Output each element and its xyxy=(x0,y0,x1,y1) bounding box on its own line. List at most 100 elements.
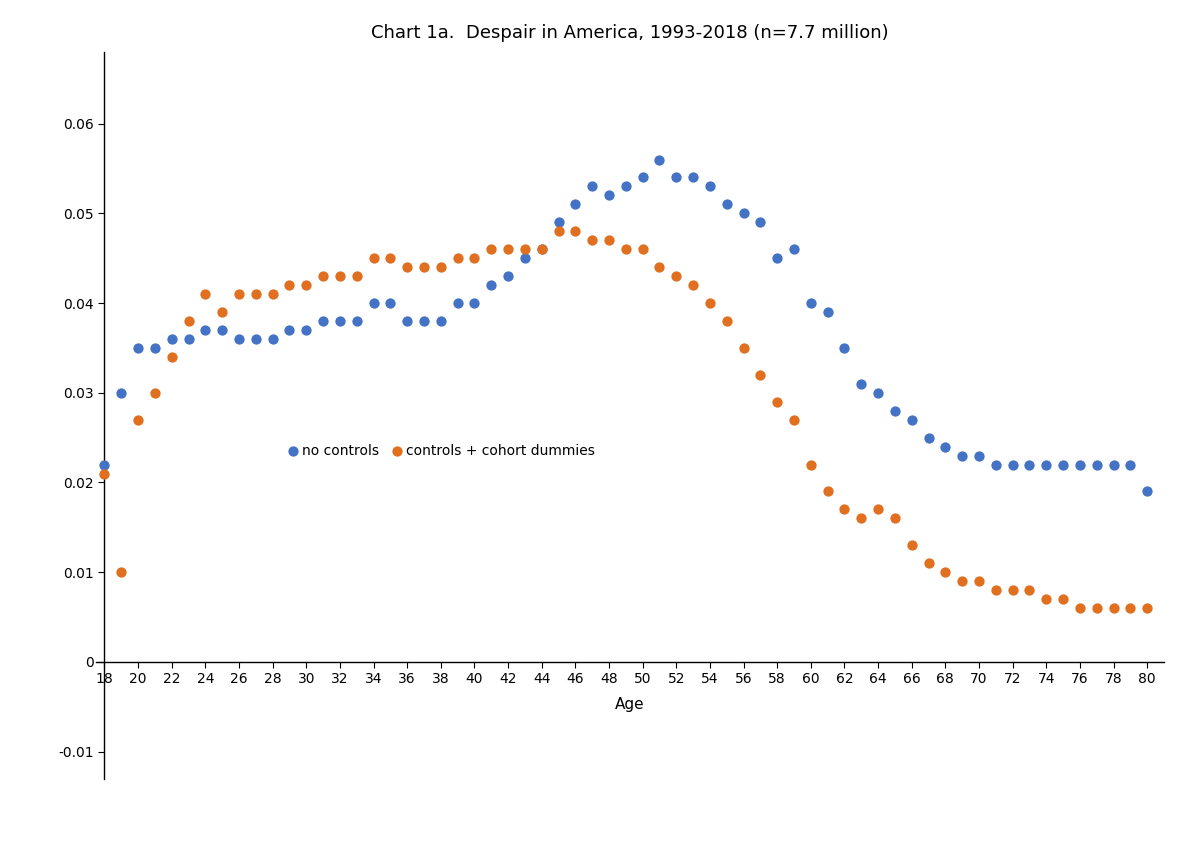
no controls xyxy=(347,314,366,328)
controls + cohort dummies xyxy=(667,269,686,283)
no controls xyxy=(616,180,635,194)
no controls xyxy=(179,332,198,346)
controls + cohort dummies xyxy=(347,269,366,283)
no controls xyxy=(1020,458,1039,471)
no controls xyxy=(1003,458,1022,471)
controls + cohort dummies xyxy=(902,538,922,552)
no controls xyxy=(565,197,584,211)
no controls xyxy=(970,449,989,463)
controls + cohort dummies xyxy=(128,413,148,426)
no controls xyxy=(313,314,332,328)
controls + cohort dummies xyxy=(196,287,215,301)
no controls xyxy=(498,269,517,283)
controls + cohort dummies xyxy=(835,503,854,516)
controls + cohort dummies xyxy=(684,279,703,292)
no controls xyxy=(768,252,787,266)
controls + cohort dummies xyxy=(448,252,467,266)
no controls xyxy=(112,386,131,400)
no controls xyxy=(650,152,670,166)
controls + cohort dummies xyxy=(953,574,972,588)
controls + cohort dummies xyxy=(818,484,838,498)
no controls xyxy=(599,189,618,202)
no controls xyxy=(835,341,854,355)
controls + cohort dummies xyxy=(95,466,114,480)
controls + cohort dummies xyxy=(1020,583,1039,597)
controls + cohort dummies xyxy=(1054,593,1073,606)
controls + cohort dummies xyxy=(364,252,383,266)
controls + cohort dummies xyxy=(599,234,618,247)
controls + cohort dummies xyxy=(263,287,282,301)
no controls xyxy=(582,180,601,194)
controls + cohort dummies xyxy=(498,242,517,256)
controls + cohort dummies xyxy=(380,252,400,266)
no controls xyxy=(802,296,821,310)
no controls xyxy=(397,314,416,328)
controls + cohort dummies xyxy=(212,305,232,319)
no controls xyxy=(751,215,770,229)
no controls xyxy=(330,314,349,328)
controls + cohort dummies xyxy=(936,565,955,579)
controls + cohort dummies xyxy=(229,287,248,301)
controls + cohort dummies xyxy=(296,279,316,292)
no controls xyxy=(128,341,148,355)
no controls xyxy=(162,332,181,346)
no controls xyxy=(1087,458,1106,471)
no controls xyxy=(1138,484,1157,498)
Legend: no controls, controls + cohort dummies: no controls, controls + cohort dummies xyxy=(290,444,595,458)
controls + cohort dummies xyxy=(330,269,349,283)
no controls xyxy=(364,296,383,310)
controls + cohort dummies xyxy=(112,565,131,579)
no controls xyxy=(734,207,754,221)
no controls xyxy=(953,449,972,463)
no controls xyxy=(414,314,433,328)
no controls xyxy=(95,458,114,471)
controls + cohort dummies xyxy=(751,368,770,381)
no controls xyxy=(263,332,282,346)
Title: Chart 1a.  Despair in America, 1993-2018 (n=7.7 million): Chart 1a. Despair in America, 1993-2018 … xyxy=(371,24,889,42)
no controls xyxy=(936,439,955,453)
controls + cohort dummies xyxy=(634,242,653,256)
no controls xyxy=(196,323,215,336)
no controls xyxy=(431,314,450,328)
no controls xyxy=(229,332,248,346)
controls + cohort dummies xyxy=(718,314,737,328)
no controls xyxy=(246,332,265,346)
no controls xyxy=(852,377,871,391)
controls + cohort dummies xyxy=(464,252,484,266)
controls + cohort dummies xyxy=(565,224,584,238)
controls + cohort dummies xyxy=(162,350,181,364)
controls + cohort dummies xyxy=(582,234,601,247)
no controls xyxy=(818,305,838,319)
no controls xyxy=(718,197,737,211)
controls + cohort dummies xyxy=(869,503,888,516)
no controls xyxy=(548,215,568,229)
no controls xyxy=(886,404,905,418)
no controls xyxy=(684,170,703,184)
no controls xyxy=(986,458,1006,471)
controls + cohort dummies xyxy=(481,242,500,256)
controls + cohort dummies xyxy=(1003,583,1022,597)
no controls xyxy=(464,296,484,310)
controls + cohort dummies xyxy=(768,394,787,408)
controls + cohort dummies xyxy=(1087,601,1106,615)
no controls xyxy=(296,323,316,336)
no controls xyxy=(902,413,922,426)
controls + cohort dummies xyxy=(397,260,416,274)
no controls xyxy=(481,279,500,292)
controls + cohort dummies xyxy=(650,260,670,274)
no controls xyxy=(212,323,232,336)
controls + cohort dummies xyxy=(986,583,1006,597)
X-axis label: Age: Age xyxy=(616,697,644,713)
controls + cohort dummies xyxy=(1070,601,1090,615)
controls + cohort dummies xyxy=(1138,601,1157,615)
no controls xyxy=(515,252,534,266)
controls + cohort dummies xyxy=(515,242,534,256)
no controls xyxy=(785,242,804,256)
controls + cohort dummies xyxy=(802,458,821,471)
no controls xyxy=(380,296,400,310)
no controls xyxy=(280,323,299,336)
controls + cohort dummies xyxy=(1037,593,1056,606)
controls + cohort dummies xyxy=(852,511,871,525)
no controls xyxy=(1104,458,1123,471)
controls + cohort dummies xyxy=(785,413,804,426)
